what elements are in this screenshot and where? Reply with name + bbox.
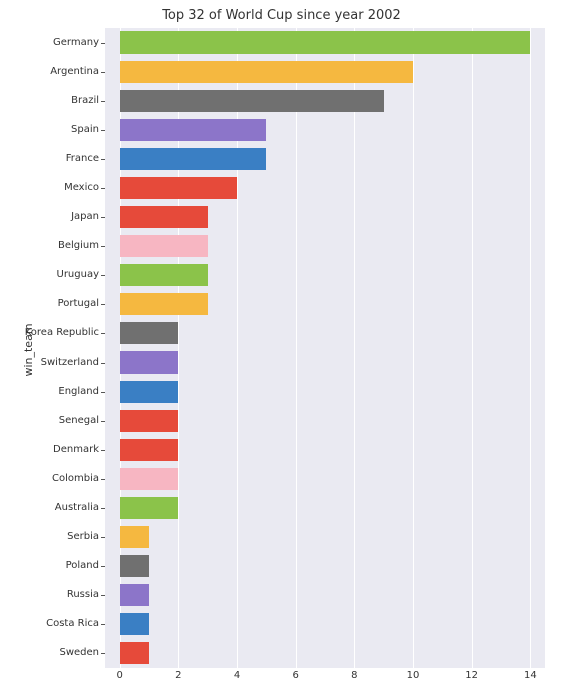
bar bbox=[120, 90, 384, 112]
bar bbox=[120, 584, 149, 606]
gridline bbox=[354, 28, 355, 668]
bar bbox=[120, 206, 208, 228]
bar bbox=[120, 293, 208, 315]
xtick-label: 0 bbox=[116, 670, 122, 681]
ytick-label: Brazil bbox=[9, 95, 99, 107]
ytick-mark bbox=[101, 246, 105, 247]
bar bbox=[120, 61, 413, 83]
bar bbox=[120, 410, 179, 432]
ytick-label: Russia bbox=[9, 589, 99, 601]
bar bbox=[120, 264, 208, 286]
xtick-label: 6 bbox=[292, 670, 298, 681]
bar bbox=[120, 468, 179, 490]
ytick-mark bbox=[101, 595, 105, 596]
xtick-label: 8 bbox=[351, 670, 357, 681]
xtick-label: 12 bbox=[465, 670, 478, 681]
bar bbox=[120, 642, 149, 664]
ytick-mark bbox=[101, 159, 105, 160]
chart-title: Top 32 of World Cup since year 2002 bbox=[0, 8, 563, 23]
ytick-mark bbox=[101, 508, 105, 509]
gridline bbox=[530, 28, 531, 668]
ytick-mark bbox=[101, 624, 105, 625]
ytick-label: Switzerland bbox=[9, 357, 99, 369]
bar bbox=[120, 497, 179, 519]
ytick-mark bbox=[101, 101, 105, 102]
xtick-label: 14 bbox=[524, 670, 537, 681]
ytick-mark bbox=[101, 130, 105, 131]
ytick-mark bbox=[101, 653, 105, 654]
gridline bbox=[296, 28, 297, 668]
ytick-mark bbox=[101, 304, 105, 305]
chart-figure: Top 32 of World Cup since year 2002 win_… bbox=[0, 0, 563, 700]
ytick-label: Serbia bbox=[9, 531, 99, 543]
ytick-label: Belgium bbox=[9, 240, 99, 252]
bar bbox=[120, 351, 179, 373]
bar bbox=[120, 235, 208, 257]
ytick-label: Korea Republic bbox=[9, 327, 99, 339]
bar bbox=[120, 439, 179, 461]
ytick-label: Denmark bbox=[9, 444, 99, 456]
ytick-label: Spain bbox=[9, 124, 99, 136]
ytick-label: France bbox=[9, 153, 99, 165]
ytick-label: Uruguay bbox=[9, 269, 99, 281]
xtick-label: 4 bbox=[234, 670, 240, 681]
bar bbox=[120, 322, 179, 344]
ytick-label: Australia bbox=[9, 502, 99, 514]
ytick-label: Mexico bbox=[9, 182, 99, 194]
ytick-label: Senegal bbox=[9, 415, 99, 427]
bar bbox=[120, 148, 267, 170]
bar bbox=[120, 555, 149, 577]
xtick-label: 2 bbox=[175, 670, 181, 681]
bar bbox=[120, 613, 149, 635]
ytick-mark bbox=[101, 43, 105, 44]
bar bbox=[120, 119, 267, 141]
ytick-label: Sweden bbox=[9, 647, 99, 659]
ytick-label: Japan bbox=[9, 211, 99, 223]
ytick-mark bbox=[101, 450, 105, 451]
ytick-mark bbox=[101, 392, 105, 393]
bar bbox=[120, 526, 149, 548]
ytick-mark bbox=[101, 363, 105, 364]
ytick-label: Colombia bbox=[9, 473, 99, 485]
ytick-label: Poland bbox=[9, 560, 99, 572]
bar bbox=[120, 177, 237, 199]
ytick-mark bbox=[101, 333, 105, 334]
ytick-mark bbox=[101, 479, 105, 480]
plot-area bbox=[105, 28, 545, 668]
ytick-mark bbox=[101, 72, 105, 73]
xtick-label: 10 bbox=[407, 670, 420, 681]
ytick-mark bbox=[101, 421, 105, 422]
gridline bbox=[472, 28, 473, 668]
ytick-label: Germany bbox=[9, 37, 99, 49]
ytick-mark bbox=[101, 537, 105, 538]
gridline bbox=[413, 28, 414, 668]
ytick-label: England bbox=[9, 386, 99, 398]
ytick-mark bbox=[101, 188, 105, 189]
ytick-label: Argentina bbox=[9, 66, 99, 78]
bar bbox=[120, 31, 531, 53]
ytick-mark bbox=[101, 275, 105, 276]
ytick-label: Portugal bbox=[9, 298, 99, 310]
ytick-mark bbox=[101, 217, 105, 218]
ytick-label: Costa Rica bbox=[9, 618, 99, 630]
bar bbox=[120, 381, 179, 403]
ytick-mark bbox=[101, 566, 105, 567]
